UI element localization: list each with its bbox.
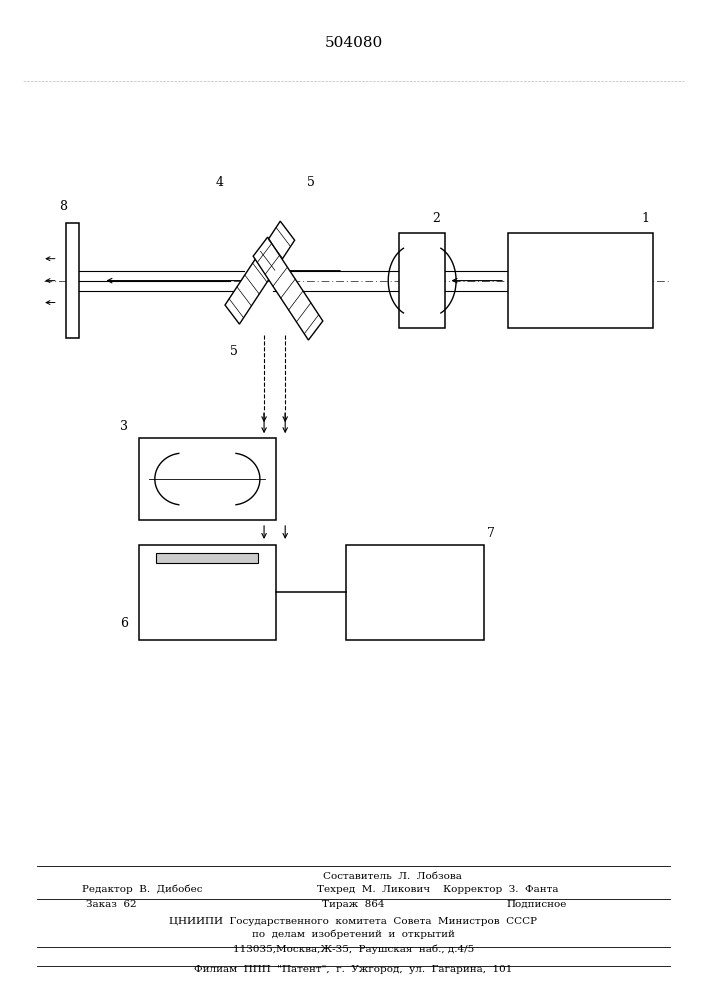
Text: 4: 4 — [216, 176, 223, 189]
Bar — [139, 545, 276, 640]
Text: Заказ  62: Заказ 62 — [86, 900, 136, 909]
Text: 113035,Москва,Ж-35,  Раушская  наб., д.4/5: 113035,Москва,Ж-35, Раушская наб., д.4/5 — [233, 944, 474, 954]
Text: 504080: 504080 — [325, 36, 382, 50]
Text: 1: 1 — [641, 212, 649, 225]
Text: 2: 2 — [432, 212, 440, 225]
Text: 5: 5 — [230, 345, 238, 358]
Text: Техред  М.  Ликович    Корректор  З.  Фанта: Техред М. Ликович Корректор З. Фанта — [317, 885, 559, 894]
Bar — [66, 223, 79, 338]
Polygon shape — [225, 221, 295, 324]
Text: 6: 6 — [120, 617, 128, 630]
Text: 8: 8 — [59, 200, 66, 213]
Polygon shape — [253, 237, 323, 340]
Bar — [399, 233, 445, 328]
Text: Составитель  Л.  Лобзова: Составитель Л. Лобзова — [323, 872, 462, 881]
Bar — [156, 553, 259, 563]
Text: Подписное: Подписное — [506, 900, 567, 909]
Bar — [346, 545, 484, 640]
Text: 5: 5 — [308, 176, 315, 189]
Text: Тираж  864: Тираж 864 — [322, 900, 385, 909]
Text: по  делам  изобретений  и  открытий: по делам изобретений и открытий — [252, 929, 455, 939]
Text: Филиам  ППП  "Патент",  г.  Ужгород,  ул.  Гагарина,  101: Филиам ППП "Патент", г. Ужгород, ул. Гаг… — [194, 965, 513, 974]
Text: Редактор  В.  Дибобес: Редактор В. Дибобес — [82, 884, 202, 894]
Bar — [139, 438, 276, 520]
Text: 7: 7 — [487, 527, 495, 540]
Text: ЦНИИПИ  Государственного  комитета  Совета  Министров  СССР: ЦНИИПИ Государственного комитета Совета … — [170, 917, 537, 926]
Bar — [508, 233, 653, 328]
Text: 3: 3 — [120, 420, 128, 433]
